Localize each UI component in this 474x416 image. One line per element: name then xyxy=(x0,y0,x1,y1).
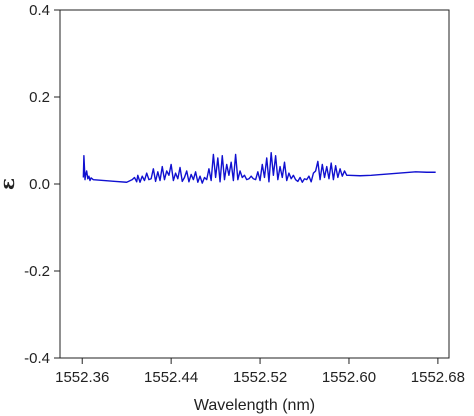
x-axis-title: Wavelength (nm) xyxy=(194,397,315,414)
x-tick-label: 1552.36 xyxy=(55,369,109,386)
x-tick-label: 1552.44 xyxy=(144,369,198,386)
plot-frame xyxy=(59,9,450,359)
x-tick-label: 1552.52 xyxy=(233,369,287,386)
y-tick-label: 0.2 xyxy=(29,89,50,106)
x-tick-label: 1552.60 xyxy=(322,369,376,386)
y-axis-ticks: -0.4 -0.2 0.0 0.2 0.4 xyxy=(24,2,60,367)
y-axis-title: ε xyxy=(0,178,19,190)
y-tick-label: 0.4 xyxy=(29,2,50,19)
y-tick-label: 0.0 xyxy=(29,176,50,193)
x-axis-ticks: 1552.36 1552.44 1552.52 1552.60 1552.68 xyxy=(55,358,465,386)
series-layer xyxy=(82,151,436,184)
series-line xyxy=(82,151,436,184)
y-tick-label: -0.4 xyxy=(24,350,50,367)
x-tick-label: 1552.68 xyxy=(411,369,465,386)
y-tick-label: -0.2 xyxy=(24,263,50,280)
